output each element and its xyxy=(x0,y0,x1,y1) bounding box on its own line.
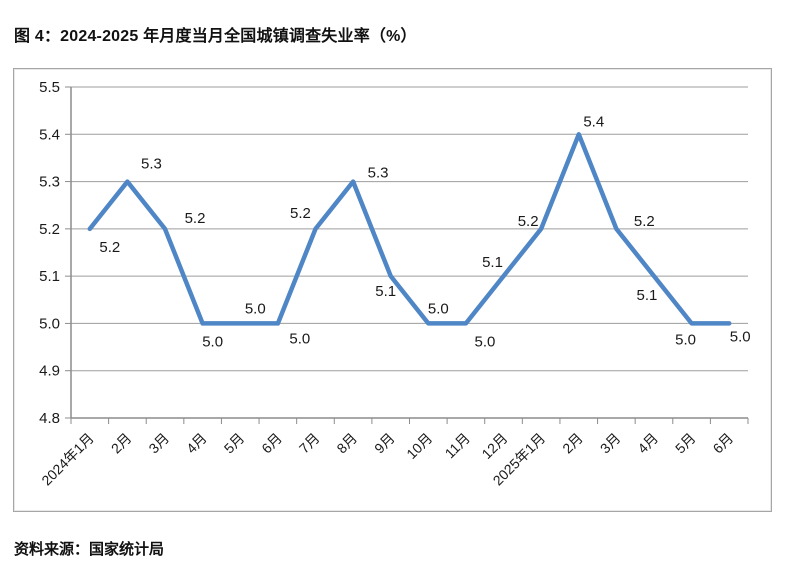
data-label: 5.0 xyxy=(245,300,266,317)
x-axis-label: 8月 xyxy=(333,430,360,457)
data-label: 5.0 xyxy=(474,333,495,350)
data-label: 5.4 xyxy=(583,113,604,130)
y-axis-label: 4.9 xyxy=(39,363,60,380)
x-axis-label: 6月 xyxy=(258,430,285,457)
chart-canvas: 4.8 4.9 5.0 5.1 5.2 5.3 5.4 5.5 5.2 5.3 5.2 5.0 5.0 5… xyxy=(38,79,751,489)
y-axis-label: 5.5 xyxy=(39,79,60,96)
x-axis-label: 2月 xyxy=(108,430,135,457)
y-axis-label: 5.0 xyxy=(39,315,60,332)
x-axis-label: 4月 xyxy=(634,430,661,457)
data-label: 5.0 xyxy=(428,300,449,317)
y-axis-label: 5.2 xyxy=(39,221,60,238)
x-axis-label: 5月 xyxy=(221,430,248,457)
unemployment-rate-line-chart: 4.8 4.9 5.0 5.1 5.2 5.3 5.4 5.5 5.2 5.3 5.2 5.0 5.0 5… xyxy=(13,68,772,512)
data-label: 5.3 xyxy=(368,165,389,182)
data-label: 5.0 xyxy=(202,333,223,350)
x-axis-label: 2月 xyxy=(559,430,586,457)
x-axis-label: 12月 xyxy=(478,430,510,462)
figure-title: 图 4：2024-2025 年月度当月全国城镇调查失业率（%） xyxy=(14,28,417,45)
data-label: 5.0 xyxy=(675,331,696,348)
x-axis-label: 3月 xyxy=(145,430,172,457)
data-label: 5.0 xyxy=(289,330,310,347)
x-axis-label: 10月 xyxy=(403,430,435,462)
data-label: 5.2 xyxy=(518,213,539,230)
y-axis-label: 4.8 xyxy=(39,410,60,427)
y-axis-label: 5.4 xyxy=(39,126,60,143)
x-axis-label: 5月 xyxy=(672,430,699,457)
x-axis-label: 11月 xyxy=(442,430,473,461)
data-label: 5.2 xyxy=(185,210,206,227)
data-label: 5.2 xyxy=(290,205,311,222)
data-label: 5.3 xyxy=(141,156,162,173)
x-axis-label: 7月 xyxy=(296,430,323,457)
data-line-unemployment-rate xyxy=(87,132,732,326)
data-label: 5.2 xyxy=(634,213,655,230)
x-axis-label: 4月 xyxy=(183,430,210,457)
data-source-note: 资料来源：国家统计局 xyxy=(14,541,165,558)
y-axis-label: 5.3 xyxy=(39,174,60,191)
data-label: 5.2 xyxy=(99,239,120,256)
data-label: 5.1 xyxy=(482,254,503,271)
data-label: 5.1 xyxy=(637,287,658,304)
y-axis-label: 5.1 xyxy=(39,268,60,285)
x-axis-label: 9月 xyxy=(371,430,398,457)
data-label: 5.1 xyxy=(375,283,396,300)
x-axis-label: 6月 xyxy=(710,430,737,457)
x-axis-label: 2024年1月 xyxy=(38,430,97,489)
data-label: 5.0 xyxy=(730,328,751,345)
x-axis-label: 3月 xyxy=(597,430,624,457)
